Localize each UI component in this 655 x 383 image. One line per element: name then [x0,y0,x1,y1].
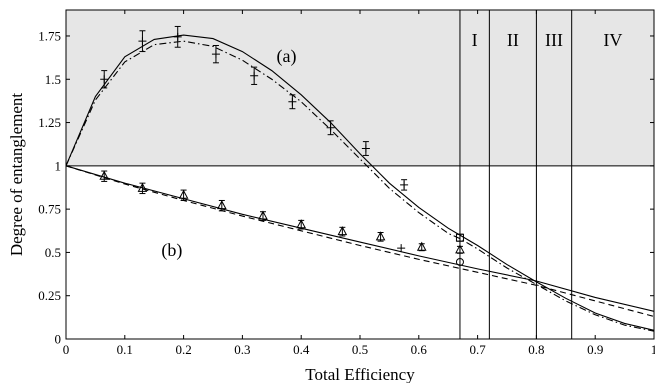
x-tick-label: 0.1 [117,342,133,357]
curve-annotation-2: (b) [161,240,182,261]
x-tick-label: 0.2 [175,342,191,357]
x-tick-label: 0.5 [352,342,368,357]
y-tick-label: 0.75 [38,202,61,217]
x-tick-label: 0.3 [234,342,250,357]
y-tick-label: 0 [55,332,62,347]
x-tick-label: 1 [651,342,655,357]
series-line-3 [65,165,655,312]
x-tick-label: 0.7 [469,342,486,357]
series-line-1 [65,34,655,331]
x-axis-label: Total Efficiency [305,365,415,383]
y-tick-label: 0.25 [38,288,61,303]
data-point-triangle [99,170,110,180]
data-point-triangle [416,241,427,251]
data-point-triangle [216,200,227,210]
x-tick-label: 0.8 [528,342,544,357]
data-point-plus [100,75,109,84]
x-tick-label: 0 [63,342,70,357]
x-tick-label: 0.6 [411,342,428,357]
data-point-circle [455,257,464,266]
data-point-square [455,233,464,242]
shaded-region [66,10,654,166]
data-point-triangle [375,231,386,241]
region-label-i: I [472,30,478,50]
data-point-plus [173,32,182,41]
series-line-4 [65,165,655,318]
data-point-triangle [455,244,465,254]
data-point-triangle [296,219,307,229]
data-point-plus [211,50,220,59]
region-label-iii: III [545,30,563,50]
data-point-plus [138,37,147,46]
y-tick-label: 1.25 [38,115,61,130]
data-point-plus [397,244,406,253]
x-tick-label: 0.9 [587,342,603,357]
x-tick-label: 0.4 [293,342,310,357]
data-point-triangle [137,182,148,192]
y-tick-label: 1.75 [38,28,61,43]
data-point-plus [288,97,297,106]
y-tick-label: 1.5 [45,72,61,87]
data-point-triangle [337,226,348,236]
data-point-plus [326,123,335,132]
curve-annotation-1: (a) [277,46,297,67]
y-tick-label: 1 [55,158,62,173]
data-point-plus [400,180,409,189]
data-point-plus [361,144,370,153]
data-point-triangle [178,189,189,199]
y-tick-label: 0.5 [45,245,61,260]
data-point-plus [250,71,259,80]
data-point-triangle [258,210,268,220]
region-label-iv: IV [603,30,622,50]
series-line-2 [65,40,655,332]
region-label-ii: II [507,30,519,50]
y-axis-label: Degree of entanglement [7,93,26,257]
